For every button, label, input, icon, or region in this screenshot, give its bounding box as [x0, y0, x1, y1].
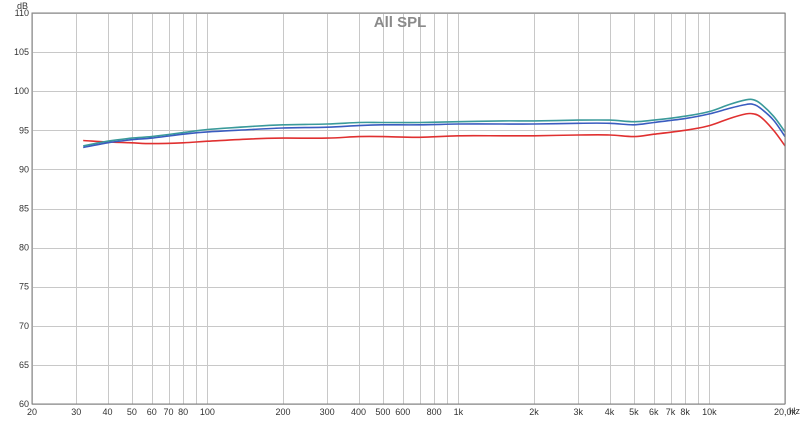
x-tick-label: 4k — [605, 407, 615, 417]
x-tick-label: 80 — [178, 407, 188, 417]
x-tick-label: 6k — [649, 407, 659, 417]
y-tick-label: 90 — [19, 164, 29, 174]
x-tick-label: 40 — [103, 407, 113, 417]
y-tick-label: 105 — [14, 47, 29, 57]
chart-title: All SPL — [374, 14, 427, 31]
x-tick-labels: 20 30 40 50 60 70 80 100 200 300 400 500 600 800 1k 2k 3… — [27, 407, 797, 417]
x-tick-label: 8k — [680, 407, 690, 417]
y-tick-label: 85 — [19, 204, 29, 214]
x-tick-label: 20 — [27, 407, 37, 417]
x-tick-label: 2k — [529, 407, 539, 417]
x-axis-unit: Hz — [789, 406, 800, 416]
y-tick-label: 60 — [19, 399, 29, 409]
y-tick-label: 110 — [15, 8, 29, 18]
x-tick-label: 50 — [127, 407, 137, 417]
x-tick-label: 100 — [200, 407, 215, 417]
x-tick-label: 10k — [702, 407, 717, 417]
x-tick-label: 20,0k — [774, 407, 797, 417]
series-line — [83, 98, 786, 147]
y-tick-label: 80 — [19, 243, 29, 253]
x-tick-label: 5k — [629, 407, 639, 417]
y-tick-label: 65 — [19, 360, 29, 370]
x-tick-label: 3k — [573, 407, 583, 417]
y-tick-labels: 60 65 70 75 80 85 90 95 100 105 110 — [14, 8, 29, 409]
x-tick-label: 400 — [351, 407, 366, 417]
x-tick-label: 7k — [666, 407, 676, 417]
x-tick-label: 1k — [454, 407, 464, 417]
y-axis-unit: dB — [17, 1, 28, 11]
plot-frame — [31, 12, 786, 405]
series-lines — [83, 98, 786, 149]
y-tick-label: 100 — [14, 86, 29, 96]
series-line — [83, 103, 786, 149]
x-tick-label: 200 — [275, 407, 290, 417]
x-tick-label: 800 — [427, 407, 442, 417]
series-line — [83, 112, 786, 147]
plot-background — [32, 13, 785, 404]
x-tick-label: 600 — [395, 407, 410, 417]
x-tick-label: 300 — [320, 407, 335, 417]
x-tick-label: 500 — [375, 407, 390, 417]
y-tick-label: 75 — [19, 282, 29, 292]
y-tick-label: 70 — [19, 321, 29, 331]
x-tick-label: 60 — [147, 407, 157, 417]
y-tick-label: 95 — [19, 125, 29, 135]
x-tick-label: 30 — [71, 407, 81, 417]
x-tick-label: 70 — [164, 407, 174, 417]
